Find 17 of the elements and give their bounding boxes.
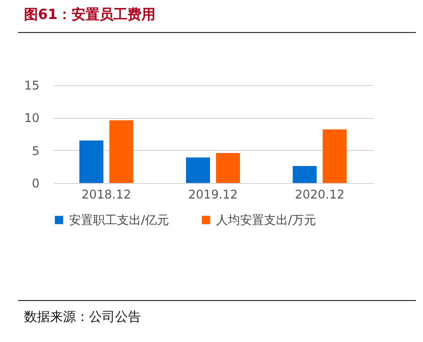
bar bbox=[79, 140, 104, 183]
source-note: 数据来源：公司公告 bbox=[24, 309, 141, 326]
x-tick-label: 2020.12 bbox=[294, 188, 344, 202]
y-tick-label: 15 bbox=[24, 78, 40, 92]
bar bbox=[109, 120, 134, 183]
bar bbox=[292, 166, 317, 183]
y-tick-label: 10 bbox=[24, 111, 40, 126]
y-tick-label: 0 bbox=[32, 176, 40, 190]
bar bbox=[186, 158, 210, 183]
x-tick-label: 2019.12 bbox=[188, 188, 238, 202]
legend-label: 人均安置支出/万元 bbox=[216, 213, 316, 227]
bar bbox=[216, 152, 240, 183]
x-tick-label: 2018.12 bbox=[82, 188, 132, 202]
legend-label: 安置职工支出/亿元 bbox=[69, 213, 170, 227]
chart-title: 图61：安置员工费用 bbox=[24, 6, 156, 24]
y-tick-label: 5 bbox=[32, 144, 40, 158]
bar bbox=[322, 129, 347, 183]
